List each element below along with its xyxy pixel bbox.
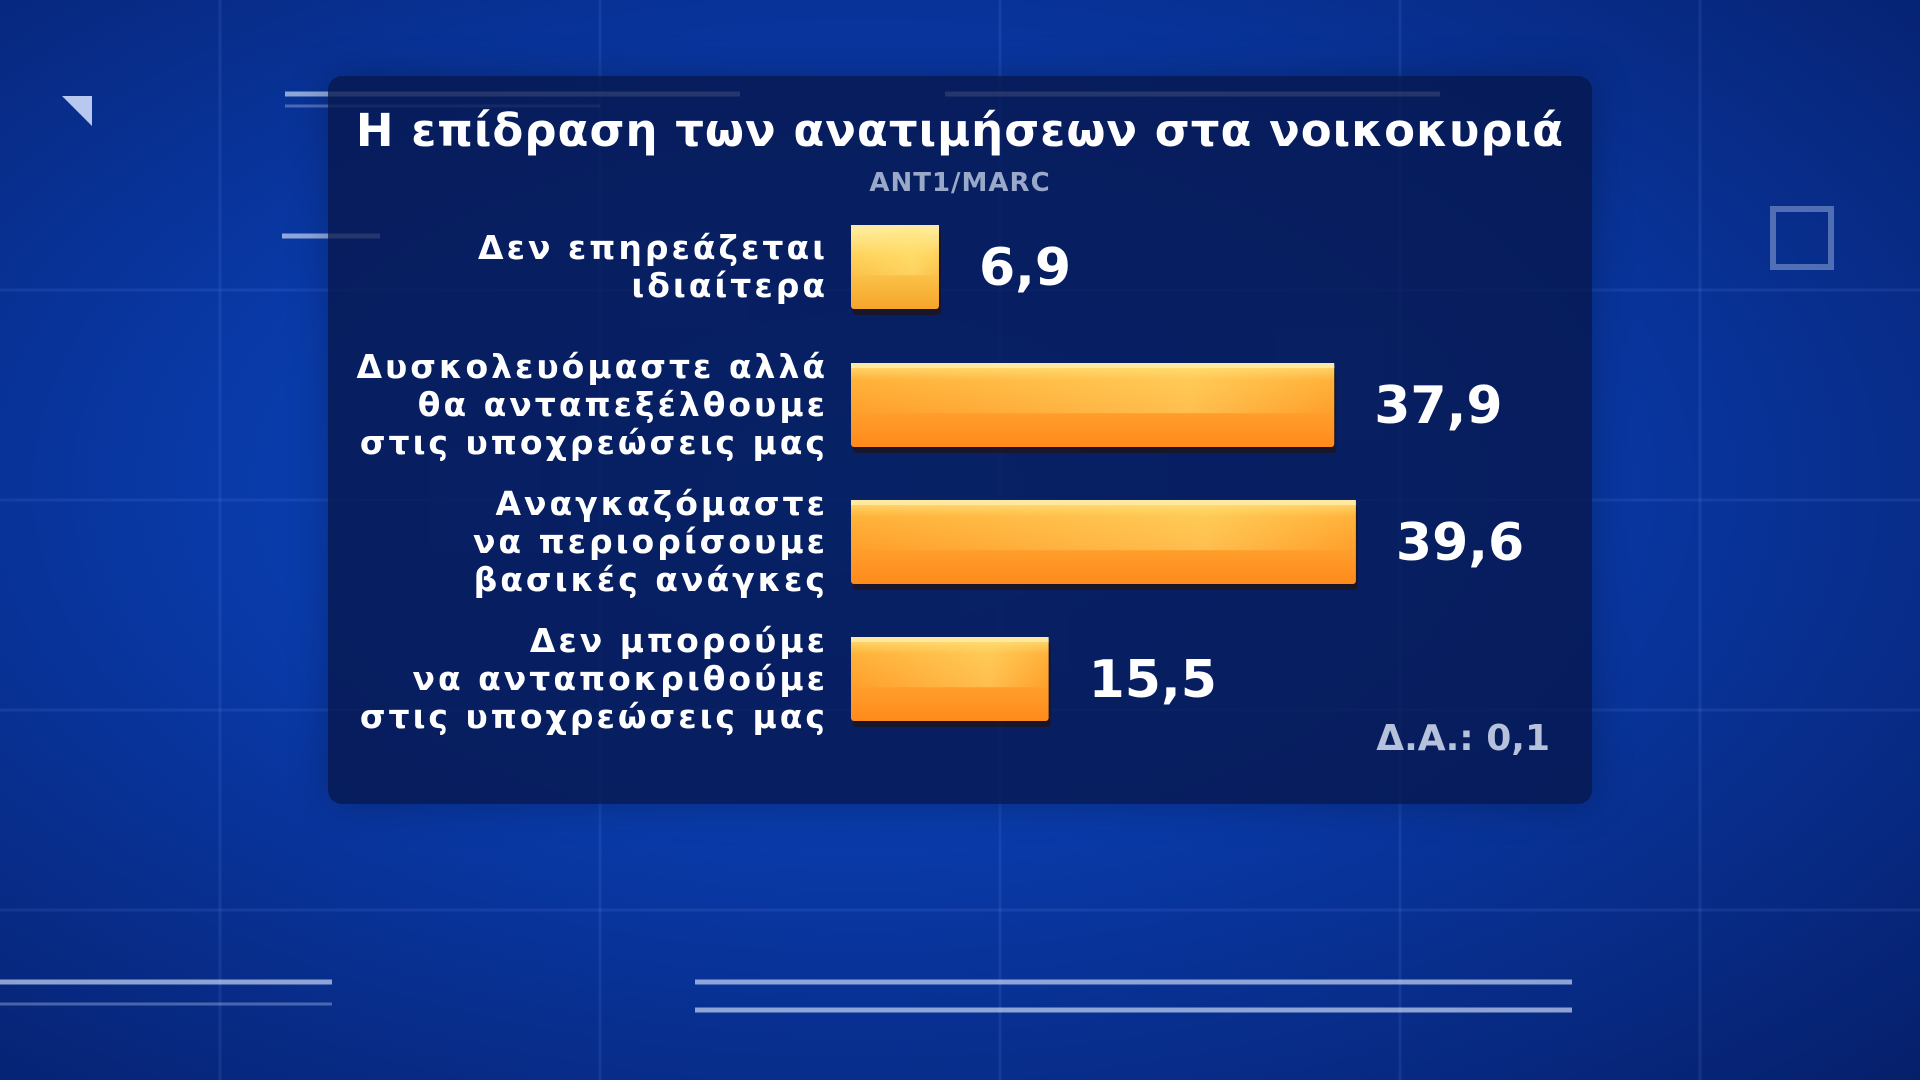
category-label: Δεν επηρεάζεται (478, 228, 828, 267)
bar-highlight (851, 225, 939, 230)
bar-sheen (851, 641, 1049, 688)
category-label: Αναγκαζόμαστε (495, 484, 828, 523)
bar-sheen (851, 504, 1356, 551)
bar-value-label: 15,5 (1089, 650, 1217, 710)
category-label: ιδιαίτερα (631, 266, 828, 305)
bar-value-label: 37,9 (1374, 376, 1502, 436)
bar-value-label: 39,6 (1396, 513, 1524, 573)
bar-group (851, 500, 1358, 590)
bar-sheen (851, 367, 1335, 414)
no-answer-note: Δ.Α.: 0,1 (1376, 718, 1550, 759)
category-label: στις υποχρεώσεις μας (360, 423, 828, 462)
chart-title: Η επίδραση των ανατιμήσεων στα νοικοκυρι… (355, 104, 1565, 157)
bar-group (851, 363, 1337, 453)
bar-highlight (851, 500, 1356, 505)
category-label: Δεν μπορούμε (530, 621, 828, 660)
bar-highlight (851, 363, 1335, 368)
category-label: στις υποχρεώσεις μας (360, 697, 828, 736)
corner-logo-mark (62, 96, 92, 126)
category-label: να περιορίσουμε (473, 522, 828, 561)
bar-sheen (851, 229, 939, 276)
chart-source: ANT1/MARC (869, 168, 1051, 198)
bar-group (851, 225, 941, 315)
bar-value-label: 6,9 (979, 238, 1071, 298)
bar-group (851, 637, 1051, 727)
category-label: θα ανταπεξέλθουμε (418, 385, 828, 424)
category-label: βασικές ανάγκες (474, 560, 828, 599)
square-frame-decoration (1770, 206, 1834, 270)
category-label: να ανταποκριθούμε (413, 659, 829, 698)
bar-highlight (851, 637, 1049, 642)
category-label: Δυσκολευόμαστε αλλά (356, 347, 828, 386)
